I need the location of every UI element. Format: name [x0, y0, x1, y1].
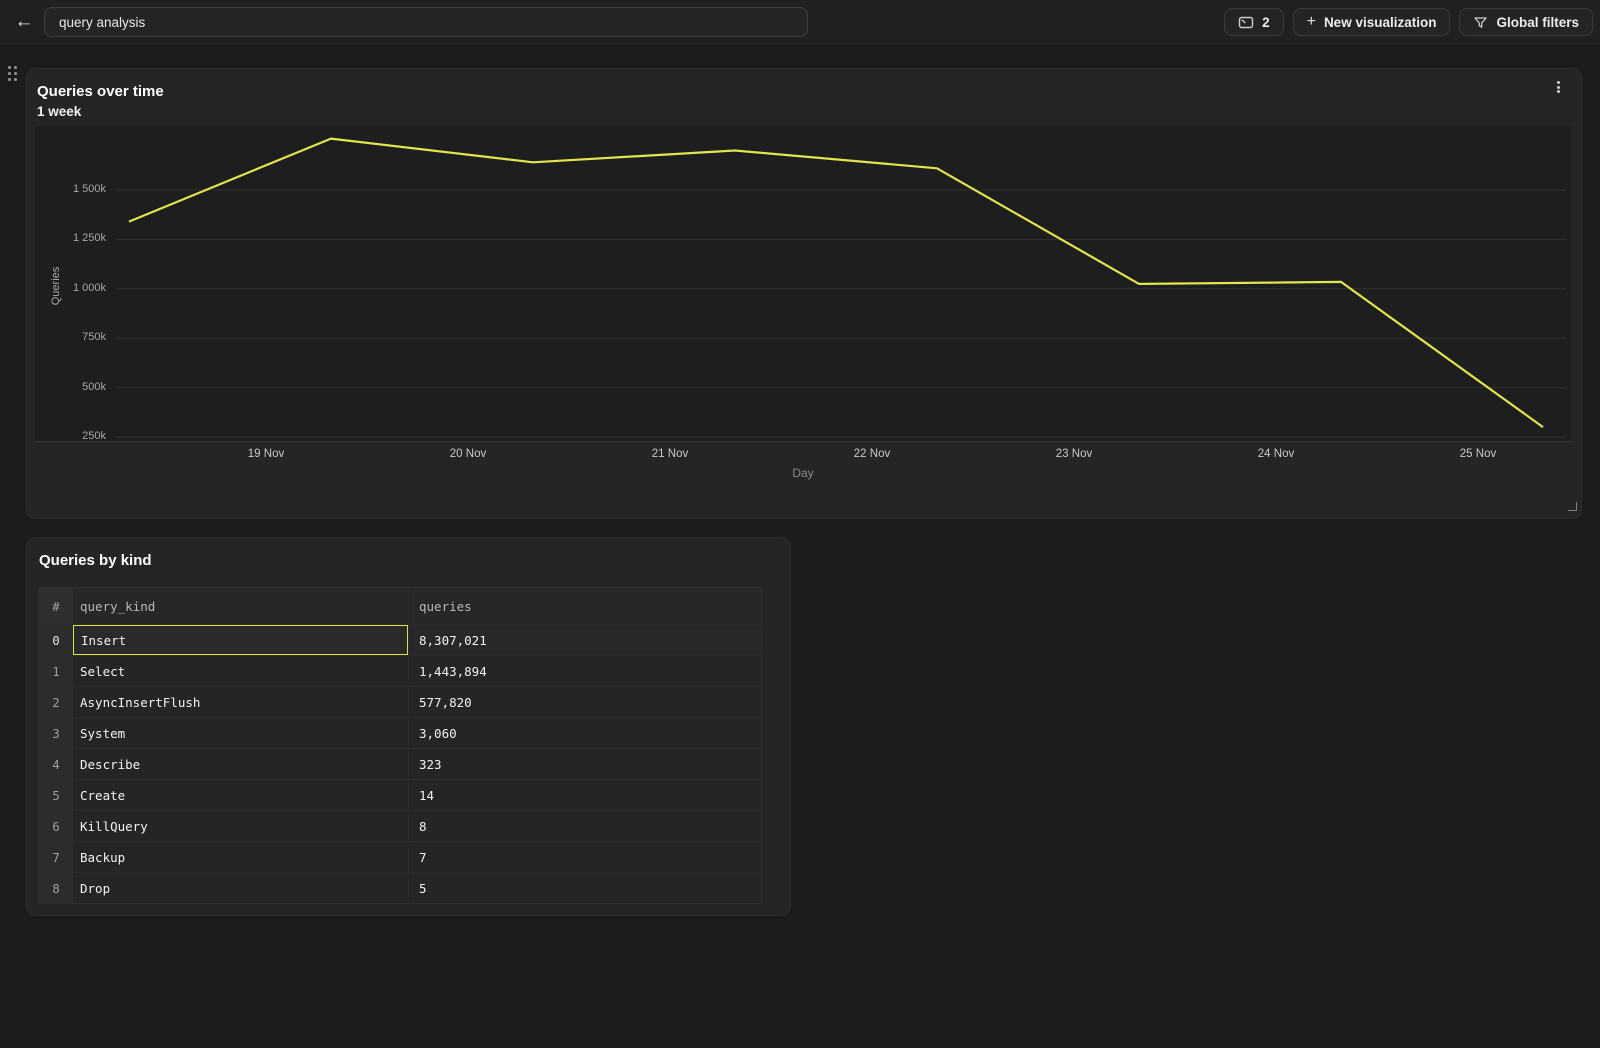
header-queries: queries	[408, 588, 763, 624]
plus-icon: +	[1306, 13, 1316, 30]
plot-area: 1 500k 1 250k 1 000k 750k 500k 250k Queries	[35, 126, 1571, 442]
new-visualization-button[interactable]: + New visualization	[1292, 8, 1451, 36]
queries-value-cell[interactable]: 1,443,894	[408, 656, 763, 686]
table-title: Queries by kind	[39, 552, 152, 569]
panel-resize-handle[interactable]	[1568, 502, 1577, 511]
row-index-cell[interactable]: 6	[39, 811, 73, 841]
queries-over-time-panel: Queries over time 1 week 1 500k 1 250k 1 0…	[26, 68, 1582, 519]
visualization-count-button[interactable]: 2	[1224, 8, 1284, 36]
query-kind-table: # query_kind queries 0 Insert 8,307,021 1 Se…	[38, 587, 762, 904]
row-index-cell[interactable]: 5	[39, 780, 73, 810]
row-index-cell[interactable]: 2	[39, 687, 73, 717]
table-header-row: # query_kind queries	[39, 588, 761, 624]
query-kind-cell[interactable]: Create	[80, 787, 126, 803]
chart-title: Queries over time	[37, 83, 164, 100]
query-kind-cell[interactable]: Backup	[80, 849, 126, 865]
queries-by-kind-panel: Queries by kind # query_kind queries 0 In…	[26, 537, 791, 916]
query-kind-cell[interactable]: Insert	[73, 625, 408, 655]
queries-value-cell[interactable]: 3,060	[408, 718, 763, 748]
x-axis-labels: 19 Nov 20 Nov 21 Nov 22 Nov 23 Nov 24 Nov 25 N…	[35, 448, 1571, 464]
table-row: 3 System 3,060	[39, 717, 761, 748]
query-kind-cell[interactable]: Select	[80, 663, 126, 679]
query-kind-cell[interactable]: Describe	[80, 756, 141, 772]
query-kind-cell[interactable]: System	[80, 725, 126, 741]
query-kind-cell[interactable]: AsyncInsertFlush	[80, 694, 201, 710]
dashboard-window-icon	[1238, 15, 1254, 30]
topbar-actions: 2 + New visualization Global filters	[1224, 8, 1593, 36]
top-bar: ← 2 + New visualization Global filters	[0, 0, 1600, 44]
query-kind-cell[interactable]: KillQuery	[80, 818, 148, 834]
row-index-cell[interactable]: 0	[39, 625, 73, 655]
table-row: 0 Insert 8,307,021	[39, 624, 761, 655]
x-tick-label: 22 Nov	[853, 448, 891, 460]
table-row: 4 Describe 323	[39, 748, 761, 779]
queries-value-cell[interactable]: 8	[408, 811, 763, 841]
x-tick-label: 23 Nov	[1055, 448, 1093, 460]
y-axis-title: Queries	[50, 266, 62, 306]
row-index-cell[interactable]: 1	[39, 656, 73, 686]
table-row: 7 Backup 7	[39, 841, 761, 872]
queries-line-series	[128, 137, 1544, 428]
new-visualization-label: New visualization	[1323, 14, 1437, 30]
table-row: 6 KillQuery 8	[39, 810, 761, 841]
x-tick-label: 25 Nov	[1459, 448, 1497, 460]
query-kind-cell[interactable]: Drop	[80, 880, 111, 896]
header-index: #	[39, 588, 73, 624]
visualization-count: 2	[1262, 14, 1270, 30]
table-row: 2 AsyncInsertFlush 577,820	[39, 686, 761, 717]
queries-value-cell[interactable]: 7	[408, 842, 763, 872]
y-tick-label: 1 500k	[72, 183, 106, 195]
row-index-cell[interactable]: 3	[39, 718, 73, 748]
table-body: 0 Insert 8,307,021 1 Select 1,443,894 2 AsyncIn…	[39, 624, 761, 903]
header-query-kind: query_kind	[80, 598, 156, 614]
y-tick-label: 1 250k	[72, 232, 106, 245]
global-filters-button[interactable]: Global filters	[1459, 8, 1593, 36]
x-tick-label: 21 Nov	[651, 448, 689, 460]
table-row: 8 Drop 5	[39, 872, 761, 903]
global-filters-label: Global filters	[1496, 14, 1579, 30]
queries-value-cell[interactable]: 8,307,021	[408, 625, 763, 655]
row-index-cell[interactable]: 4	[39, 749, 73, 779]
queries-value-cell[interactable]: 577,820	[408, 687, 763, 717]
kebab-menu-icon[interactable]	[1551, 81, 1565, 99]
table-row: 1 Select 1,443,894	[39, 655, 761, 686]
queries-value-cell[interactable]: 5	[408, 873, 763, 903]
x-tick-label: 24 Nov	[1257, 448, 1295, 460]
dashboard-title-input[interactable]	[44, 7, 808, 37]
x-tick-label: 20 Nov	[449, 448, 487, 460]
queries-value-cell[interactable]: 323	[408, 749, 763, 779]
queries-value-cell[interactable]: 14	[408, 780, 763, 810]
chart-subtitle: 1 week	[37, 104, 82, 119]
y-tick-label: 750k	[82, 331, 106, 344]
back-button[interactable]: ←	[14, 11, 34, 32]
funnel-icon	[1473, 15, 1488, 30]
x-axis-title: Day	[792, 466, 814, 480]
y-tick-label: 1 000k	[72, 281, 106, 294]
row-index-cell[interactable]: 8	[39, 873, 73, 903]
table-row: 5 Create 14	[39, 779, 761, 810]
y-tick-label: 250k	[82, 430, 106, 442]
x-tick-label: 19 Nov	[247, 448, 285, 460]
row-index-cell[interactable]: 7	[39, 842, 73, 872]
chart-header: Queries over time 1 week	[37, 83, 164, 119]
y-tick-label: 500k	[82, 380, 106, 393]
panel-drag-handle[interactable]	[8, 66, 19, 82]
